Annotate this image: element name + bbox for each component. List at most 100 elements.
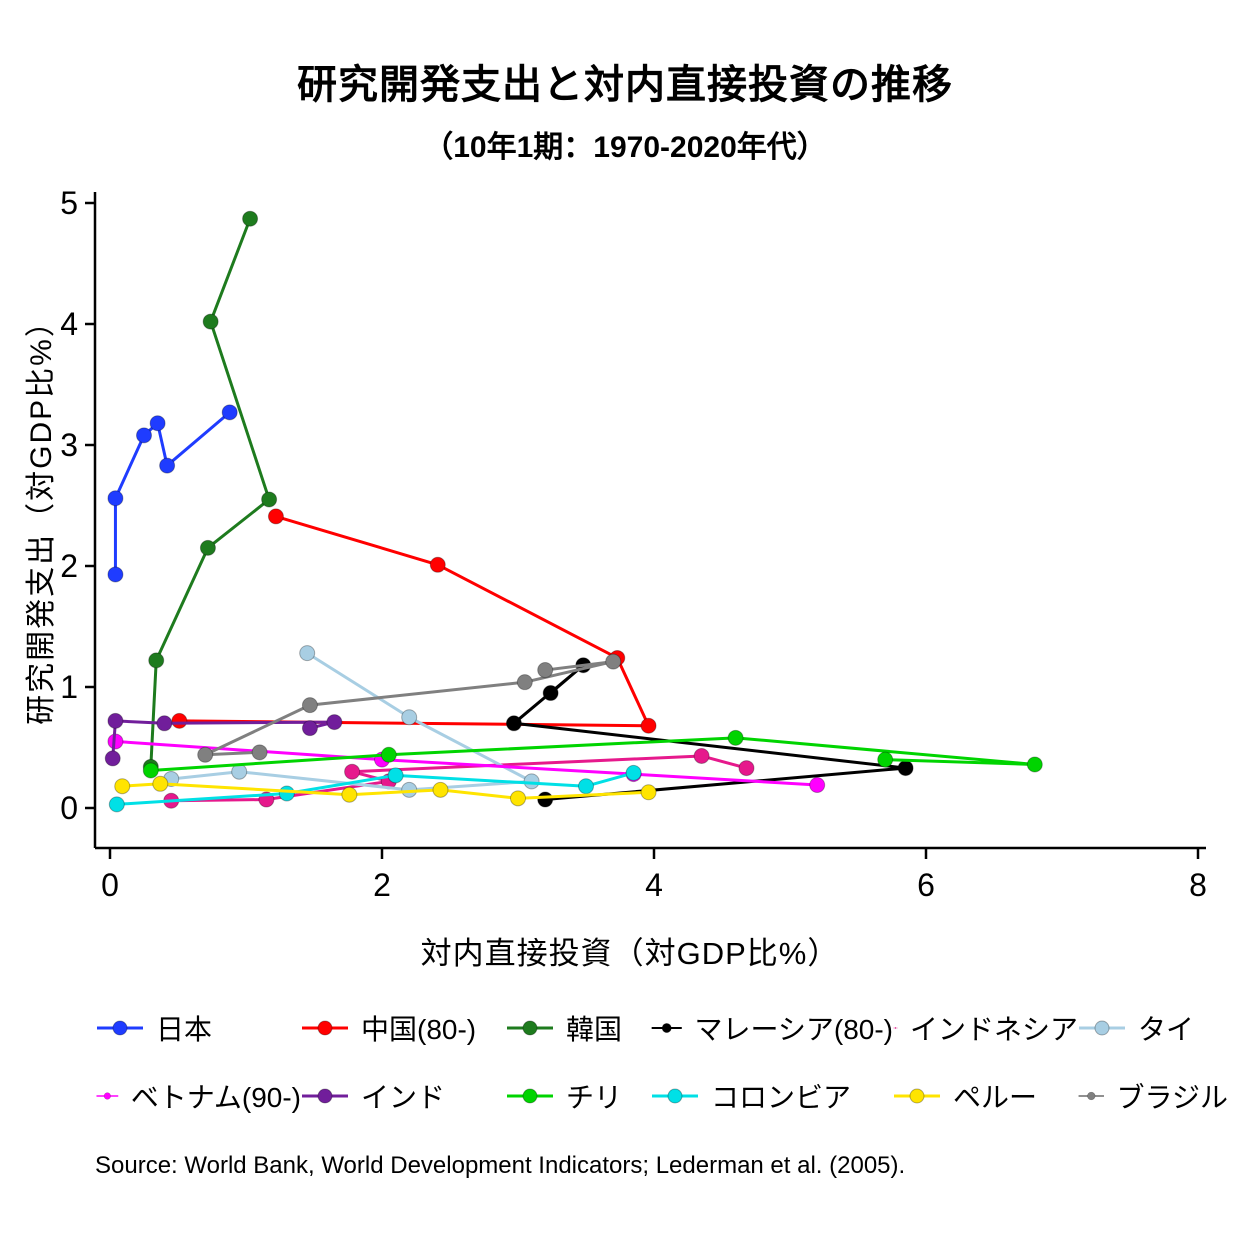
series-point-colombia [278, 785, 295, 802]
x-axis-title: 対内直接投資（対GDP比%） [420, 936, 840, 971]
series-point-vietnam [809, 777, 826, 794]
series-point-chile [1026, 756, 1043, 773]
legend-item-china: 中国(80-) [301, 1008, 506, 1048]
legend-marker-china [302, 1020, 348, 1036]
series-point-india [326, 714, 343, 731]
legend-label-china: 中国(80-) [361, 1014, 477, 1045]
series-point-malaysia [505, 715, 522, 732]
y-tick-label: 4 [60, 306, 78, 342]
series-point-peru [152, 775, 169, 792]
legend-label-colombia: コロンビア [711, 1082, 852, 1113]
series-point-thailand [401, 709, 418, 726]
legend-marker-japan [97, 1020, 143, 1036]
legend-label-chile: チリ [566, 1082, 623, 1113]
y-tick-label: 2 [60, 548, 78, 584]
series-line-thailand [169, 651, 534, 792]
series-line-japan [113, 410, 232, 576]
legend-marker-india [302, 1088, 348, 1104]
series-point-malaysia [537, 791, 554, 808]
y-tick-label: 5 [60, 185, 78, 221]
legend-item-peru: ペルー [893, 1076, 1078, 1116]
series-point-china [267, 508, 284, 525]
series-point-malaysia [542, 685, 559, 702]
legend-label-vietnam: ベトナム(90-) [130, 1082, 301, 1113]
y-tick-label: 1 [60, 669, 78, 705]
series-point-japan [149, 415, 166, 432]
series-point-colombia [578, 778, 594, 795]
series-point-india [156, 715, 173, 732]
chart-title: 研究開発支出と対内直接投資の推移 [297, 63, 953, 107]
series-point-korea [148, 652, 165, 669]
legend-item-thailand: タイ [1078, 1008, 1228, 1048]
legend-item-indonesia: インドネシア [893, 1008, 1078, 1048]
series-point-korea [261, 491, 278, 508]
legend-marker-malaysia [651, 1023, 682, 1033]
series-point-china [640, 717, 657, 734]
series-point-chile [380, 746, 397, 763]
chart-legend: 日本 中国(80-) 韓国 マレーシア(80-) インドネシア タイ ベトナム(90-) イン… [96, 1008, 1228, 1116]
legend-item-colombia: コロンビア [651, 1076, 893, 1116]
series-point-india [104, 750, 121, 767]
series-point-japan [159, 457, 176, 474]
series-point-indonesia [738, 760, 755, 777]
legend-label-india: インド [361, 1082, 446, 1113]
legend-label-peru: ペルー [953, 1082, 1038, 1113]
legend-item-vietnam: ベトナム(90-) [96, 1076, 301, 1116]
legend-marker-brazil [1078, 1091, 1104, 1101]
series-line-indonesia [169, 754, 748, 803]
series-line-vietnam [113, 739, 819, 787]
legend-marker-peru [894, 1088, 940, 1104]
x-tick-label: 0 [101, 867, 119, 903]
scatter-plot-area: 0 1 2 3 4 5 0 2 4 6 8 [60, 185, 1207, 903]
series-point-india [301, 720, 318, 737]
chart-subtitle: （10年1期：1970-2020年代） [423, 131, 827, 164]
legend-marker-korea [507, 1020, 553, 1036]
series-line-brazil [203, 660, 615, 757]
legend-item-chile: チリ [506, 1076, 651, 1116]
series-point-peru [114, 778, 131, 795]
source-note: Source: World Bank, World Development In… [95, 1152, 906, 1179]
series-point-colombia [108, 796, 125, 813]
series-point-indonesia [344, 763, 361, 780]
series-point-indonesia [693, 747, 710, 764]
series-point-colombia [387, 767, 404, 784]
legend-label-thailand: タイ [1138, 1014, 1195, 1045]
series-point-malaysia [897, 760, 914, 777]
series-point-chile [142, 762, 159, 779]
legend-marker-thailand [1079, 1020, 1125, 1036]
series-point-brazil [605, 653, 622, 670]
y-tick-label: 3 [60, 427, 78, 463]
y-tick-label: 0 [60, 790, 78, 826]
series-point-peru [510, 790, 526, 807]
x-tick-label: 6 [917, 867, 935, 903]
legend-marker-colombia [652, 1088, 698, 1104]
series-point-colombia [625, 764, 642, 781]
series-point-thailand [299, 645, 316, 662]
x-tick-label: 4 [645, 867, 663, 903]
x-tick-label: 2 [373, 867, 391, 903]
legend-label-korea: 韓国 [566, 1014, 623, 1045]
series-point-china [429, 556, 446, 573]
series-point-japan [136, 427, 152, 444]
series-point-india [107, 712, 124, 729]
series-point-chile [877, 751, 894, 768]
series-point-japan [221, 404, 238, 421]
x-tick-label: 8 [1189, 867, 1207, 903]
legend-item-india: インド [301, 1076, 506, 1116]
legend-item-brazil: ブラジル [1078, 1076, 1228, 1116]
legend-label-indonesia: インドネシア [909, 1014, 1078, 1045]
legend-item-japan: 日本 [96, 1008, 301, 1048]
series-point-japan [107, 566, 124, 583]
series-point-brazil [197, 746, 214, 763]
legend-label-japan: 日本 [156, 1014, 213, 1045]
series-line-korea [149, 217, 271, 769]
series-point-brazil [516, 674, 533, 691]
legend-label-brazil: ブラジル [1116, 1082, 1228, 1113]
legend-marker-chile [507, 1088, 553, 1104]
series-point-japan [107, 490, 124, 507]
series-point-peru [341, 786, 358, 803]
legend-marker-indonesia [893, 1027, 898, 1029]
series-point-chile [727, 729, 744, 746]
series-point-korea [242, 210, 259, 227]
